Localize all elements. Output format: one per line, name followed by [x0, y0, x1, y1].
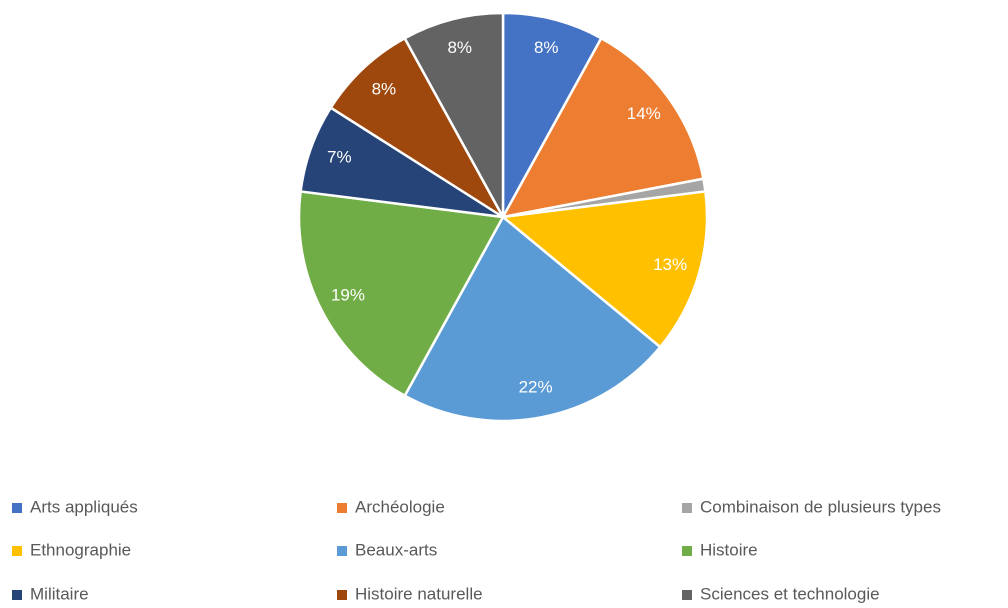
- legend-label: Arts appliqués: [30, 497, 138, 516]
- data-label: 8%: [534, 38, 559, 57]
- legend-label: Archéologie: [355, 497, 445, 516]
- data-label: 8%: [372, 80, 397, 99]
- legend-swatch: [682, 590, 692, 600]
- legend-label: Combinaison de plusieurs types: [700, 497, 941, 516]
- data-label: 7%: [327, 148, 352, 167]
- legend-label: Sciences et technologie: [700, 584, 880, 603]
- legend-swatch: [12, 503, 22, 513]
- pie-slice: [499, 190, 709, 349]
- legend-swatch: [12, 546, 22, 556]
- legend-swatch: [337, 590, 347, 600]
- data-label: 13%: [653, 255, 687, 274]
- legend-swatch: [12, 590, 22, 600]
- pie-slice: [500, 36, 705, 219]
- legend-label: Histoire naturelle: [355, 584, 483, 603]
- data-label: 8%: [447, 38, 472, 57]
- data-label: 19%: [331, 285, 365, 304]
- legend-swatch: [337, 503, 347, 513]
- legend-swatch: [682, 503, 692, 513]
- legend-label: Militaire: [30, 584, 89, 603]
- pie-slice: [403, 11, 505, 218]
- data-label: 14%: [627, 104, 661, 123]
- pie-slice: [297, 190, 505, 398]
- pie-slice: [403, 215, 662, 423]
- legend-label: Ethnographie: [30, 540, 131, 559]
- data-label: 22%: [519, 377, 553, 396]
- legend-label: Beaux-arts: [355, 540, 437, 559]
- legend-label: Histoire: [700, 540, 758, 559]
- legend-swatch: [682, 546, 692, 556]
- pie-slice: [329, 36, 505, 219]
- pie-slice: [501, 11, 603, 218]
- legend-swatch: [337, 546, 347, 556]
